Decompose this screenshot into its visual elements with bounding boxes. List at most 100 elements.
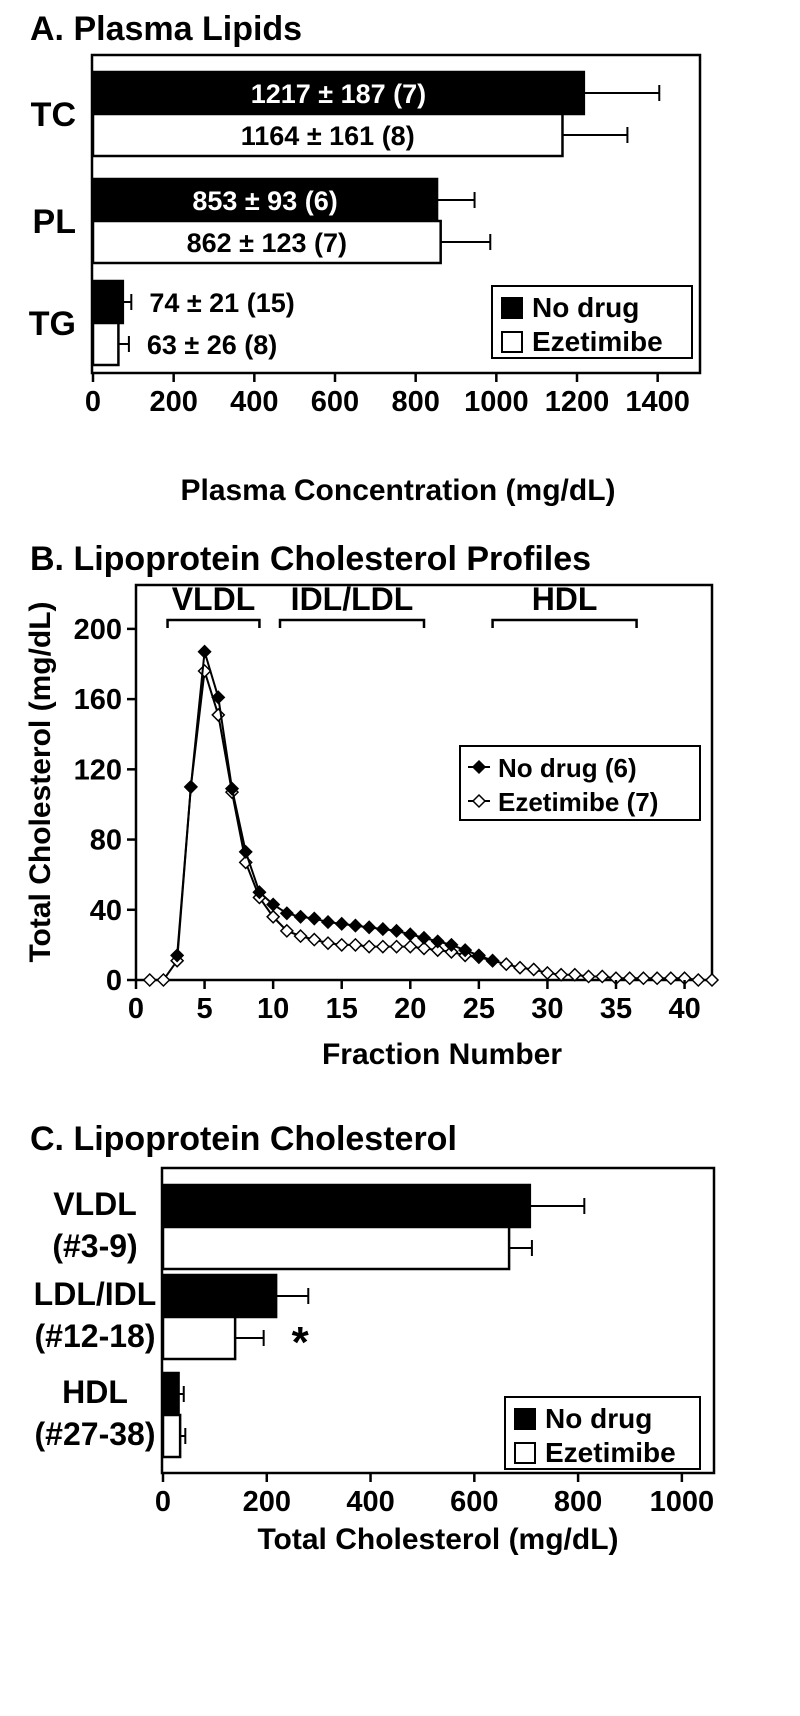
point-no-drug-6-fraction-26 — [485, 953, 500, 968]
point-ezetimibe-7-fraction-12 — [293, 929, 308, 944]
x-tick-label-400: 400 — [230, 386, 278, 418]
point-no-drug-6-fraction-25 — [471, 948, 486, 963]
panel-b-y-axis-label: Total Cholesterol (mg/dL) — [24, 601, 57, 962]
x-tick-label-10: 10 — [257, 993, 289, 1025]
x-tick-label-30: 30 — [531, 993, 563, 1025]
x-tick-label-15: 15 — [326, 993, 358, 1025]
x-tick-label-25: 25 — [463, 993, 495, 1025]
bar-tc-no-drug — [91, 70, 586, 116]
category-label-tg: TG — [29, 305, 76, 343]
bar-tg-ezetimibe — [91, 321, 120, 367]
category-label-vldl: VLDL — [53, 1186, 137, 1222]
panel-b-ticks: 0 5 10 15 20 25 30 35 40 0 40 80 120 160 200 — [74, 614, 701, 1025]
x-tick-label-35: 35 — [600, 993, 632, 1025]
point-no-drug-6-fraction-22 — [430, 934, 445, 949]
x-tick-label-600: 600 — [450, 1486, 498, 1518]
x-tick-label-1000: 1000 — [650, 1486, 715, 1518]
y-tick-label-0: 0 — [106, 965, 122, 997]
legend-swatch-ezetimibe — [514, 1442, 536, 1464]
bar-tg-no-drug — [91, 279, 125, 325]
series-line-ezetimibe-7 — [149, 670, 712, 981]
panel-b-regions: VLDL IDL/LDL HDL — [166, 581, 638, 628]
point-ezetimibe-7-fraction-31 — [554, 967, 569, 982]
data-label-tc-ezetimibe: 1164 ± 161 (8) — [241, 121, 415, 151]
region-label-idl-ldl: IDL/LDL — [291, 581, 414, 617]
point-ezetimibe-7-fraction-39 — [663, 971, 678, 986]
legend-label-ezetimibe: Ezetimibe — [545, 1437, 676, 1468]
significance-marker-0: * — [292, 1318, 310, 1367]
point-no-drug-6-fraction-21 — [416, 930, 432, 945]
data-label-tg-ezetimibe: 63 ± 26 (8) — [147, 330, 277, 360]
point-ezetimibe-7-fraction-5 — [197, 663, 212, 679]
bar-vldl-no-drug — [161, 1183, 532, 1229]
point-no-drug-6-fraction-7 — [224, 781, 240, 796]
category-label-ldl-idl: LDL/IDL — [34, 1276, 157, 1312]
legend-swatch-no-drug — [501, 297, 523, 319]
x-tick-label-1000: 1000 — [464, 386, 529, 418]
point-ezetimibe-7-fraction-28 — [512, 960, 528, 975]
point-ezetimibe-7-fraction-1 — [142, 972, 157, 988]
point-ezetimibe-7-fraction-20 — [403, 939, 418, 954]
point-ezetimibe-7-fraction-27 — [499, 957, 514, 972]
region-label-hdl: HDL — [532, 581, 598, 617]
category-sublabel-ldl-idl: (#12-18) — [35, 1318, 156, 1354]
point-ezetimibe-7-fraction-18 — [375, 939, 390, 954]
panel-c: C. Lipoprotein Cholesterol VLDL (#3-9) LDL… — [30, 1120, 716, 1556]
panel-b-title: B. Lipoprotein Cholesterol Profiles — [30, 540, 591, 578]
legend-box — [491, 285, 693, 359]
y-tick-label-120: 120 — [74, 754, 122, 786]
bar-ldl-idl-no-drug — [161, 1273, 278, 1319]
legend-box — [504, 1396, 701, 1470]
bar-pl-ezetimibe — [91, 219, 442, 265]
point-ezetimibe-7-fraction-6 — [211, 707, 226, 722]
point-ezetimibe-7-fraction-41 — [691, 972, 706, 988]
point-no-drug-6-fraction-6 — [211, 690, 226, 705]
region-label-vldl: VLDL — [172, 581, 256, 617]
category-label-hdl: HDL — [62, 1374, 128, 1410]
category-label-pl: PL — [33, 203, 76, 241]
region-bracket-vldl — [166, 618, 261, 628]
x-tick-label-800: 800 — [554, 1486, 602, 1518]
point-no-drug-6-fraction-13 — [307, 911, 322, 926]
legend-label-no-drug: No drug — [545, 1403, 652, 1434]
point-no-drug-6-fraction-18 — [375, 922, 390, 937]
category-sublabel-vldl: (#3-9) — [52, 1228, 137, 1264]
x-tick-label-1200: 1200 — [545, 386, 610, 418]
point-ezetimibe-7-fraction-14 — [320, 936, 336, 951]
bar-tc-ezetimibe — [91, 112, 564, 158]
point-ezetimibe-7-fraction-11 — [279, 923, 294, 938]
point-ezetimibe-7-fraction-10 — [266, 909, 281, 924]
panel-b-x-axis-label: Fraction Number — [322, 1038, 562, 1071]
point-ezetimibe-7-fraction-19 — [389, 939, 404, 954]
x-tick-label-0: 0 — [85, 386, 101, 418]
point-ezetimibe-7-fraction-42 — [704, 972, 720, 988]
bar-hdl-ezetimibe — [161, 1413, 182, 1459]
point-ezetimibe-7-fraction-34 — [595, 969, 610, 984]
point-no-drug-6-fraction-17 — [362, 920, 377, 935]
point-ezetimibe-7-fraction-30 — [540, 965, 555, 981]
panel-a: A. Plasma Lipids 1217 ± 187 (7) 1164 ± 16… — [29, 10, 702, 507]
x-tick-label-600: 600 — [311, 386, 359, 418]
legend-marker-no-drug — [471, 759, 487, 775]
x-tick-label-20: 20 — [394, 993, 426, 1025]
point-no-drug-6-fraction-14 — [320, 915, 336, 930]
legend-swatch-ezetimibe — [501, 331, 523, 353]
point-ezetimibe-7-fraction-17 — [362, 939, 377, 954]
data-label-tg-no-drug: 74 ± 21 (15) — [149, 288, 294, 318]
panel-a-bars: 1217 ± 187 (7) 1164 ± 161 (8) TC 853 ± 93 (… — [29, 70, 693, 367]
panel-c-x-axis-label: Total Cholesterol (mg/dL) — [257, 1523, 618, 1556]
point-ezetimibe-7-fraction-32 — [567, 967, 582, 982]
legend-label-ezetimibe-7: Ezetimibe (7) — [498, 787, 658, 817]
panel-c-x-ticks: 0 200 400 600 800 1000 — [155, 1473, 714, 1518]
panel-b-legend: No drug (6) Ezetimibe (7) — [459, 745, 701, 821]
category-sublabel-hdl: (#27-38) — [35, 1416, 156, 1452]
panel-c-bars: VLDL (#3-9) LDL/IDL (#12-18) HDL (#27-38) * No … — [34, 1183, 701, 1470]
x-tick-label-200: 200 — [149, 386, 197, 418]
point-no-drug-6-fraction-5 — [197, 644, 212, 659]
region-bracket-hdl — [491, 618, 638, 628]
x-tick-label-400: 400 — [346, 1486, 394, 1518]
point-ezetimibe-7-fraction-33 — [581, 969, 596, 984]
point-no-drug-6-fraction-3 — [170, 948, 185, 963]
y-tick-label-80: 80 — [90, 825, 122, 857]
y-tick-label-40: 40 — [90, 895, 122, 927]
